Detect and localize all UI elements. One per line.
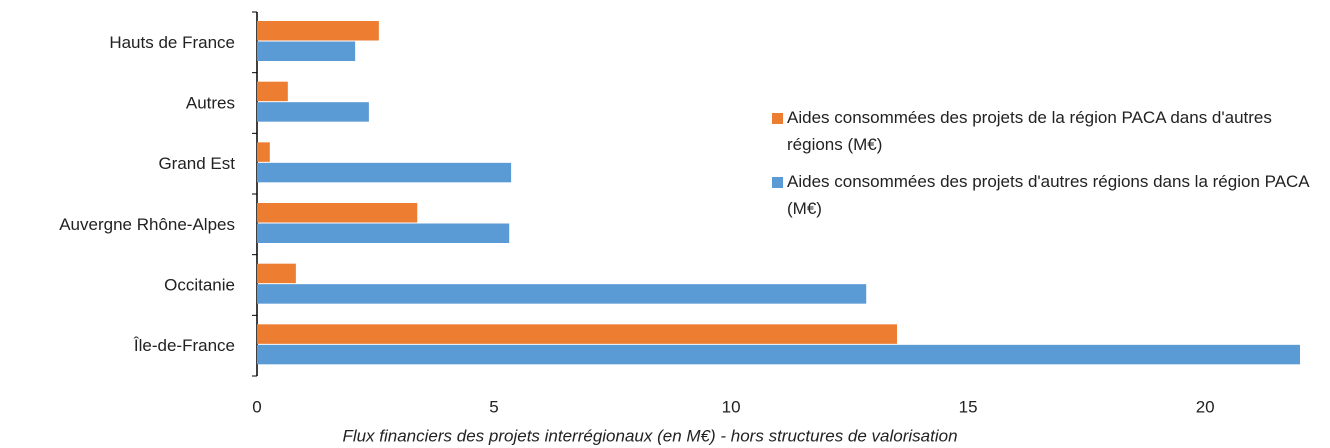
- bar: [257, 102, 369, 122]
- x-tick-label: 10: [722, 397, 741, 416]
- legend: Aides consommées des projets de la régio…: [772, 104, 1312, 232]
- legend-swatch: [772, 113, 783, 124]
- bar: [257, 344, 1300, 365]
- legend-label: Aides consommées des projets d'autres ré…: [787, 172, 1309, 218]
- legend-item: Aides consommées des projets d'autres ré…: [772, 168, 1312, 222]
- y-tick-label: Auvergne Rhône-Alpes: [59, 215, 235, 234]
- bar: [257, 21, 379, 41]
- bar: [257, 284, 867, 304]
- x-tick-label: 15: [959, 397, 978, 416]
- x-tick-label: 0: [252, 397, 261, 416]
- bar: [257, 162, 512, 183]
- x-axis-label: Flux financiers des projets interrégiona…: [342, 426, 957, 445]
- x-tick-label: 20: [1196, 397, 1215, 416]
- y-tick-label: Île-de-France: [133, 336, 235, 355]
- legend-label: Aides consommées des projets de la régio…: [787, 108, 1272, 154]
- bar: [257, 142, 270, 162]
- y-tick-label: Grand Est: [158, 154, 235, 173]
- y-tick-label: Occitanie: [164, 275, 235, 294]
- bar: [257, 41, 356, 61]
- legend-item: Aides consommées des projets de la régio…: [772, 104, 1312, 158]
- bar: [257, 81, 288, 102]
- bar: [257, 203, 418, 223]
- bar: [257, 324, 898, 344]
- y-tick-label: Autres: [186, 93, 235, 112]
- y-tick-label: Hauts de France: [109, 33, 235, 52]
- bar: [257, 263, 296, 284]
- bar: [257, 223, 510, 243]
- legend-swatch: [772, 177, 783, 188]
- x-tick-label: 5: [489, 397, 498, 416]
